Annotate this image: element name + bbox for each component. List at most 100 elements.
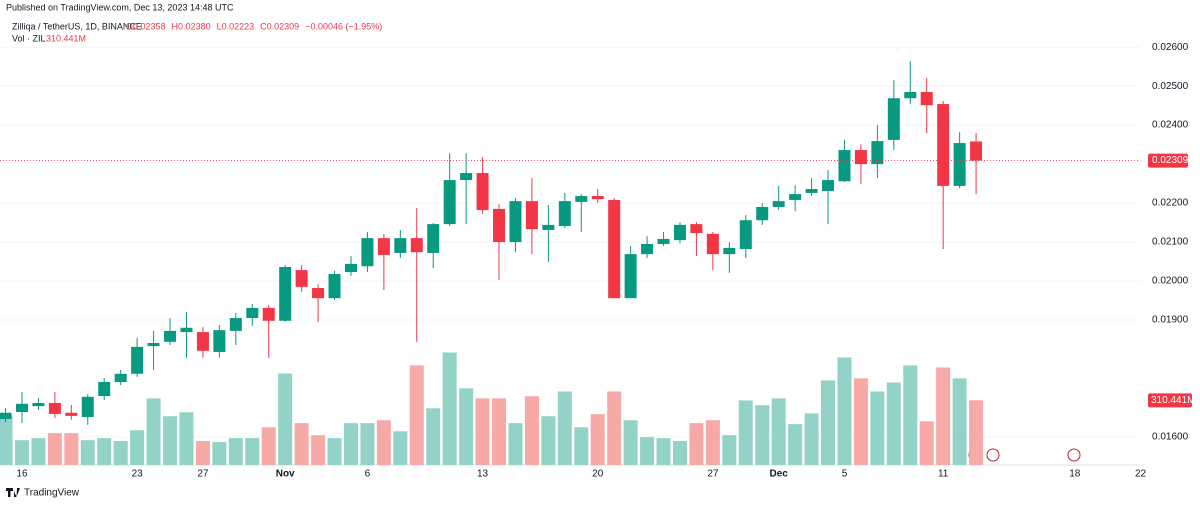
event-flags — [968, 448, 1081, 462]
candle-body — [312, 288, 325, 299]
candle-body — [871, 141, 884, 165]
candle-body — [196, 332, 209, 351]
candle-body — [558, 201, 571, 227]
legend-value: O0.02358 — [126, 21, 166, 31]
candle-body — [48, 403, 61, 414]
volume-bar — [656, 438, 671, 465]
candle-body — [690, 224, 703, 234]
candle-body — [953, 143, 966, 186]
candle-body — [887, 98, 900, 140]
legend-value: −0.00046 (−1.95%) — [305, 21, 382, 31]
volume-bar — [492, 398, 507, 465]
y-tick-label: 0.02000 — [1152, 276, 1189, 287]
candle-body — [410, 238, 423, 253]
volume-bar — [804, 413, 819, 465]
y-tick-label: 0.02600 — [1152, 42, 1189, 53]
candle-body — [114, 373, 127, 382]
volume-bar — [672, 441, 687, 465]
x-tick-label: 20 — [592, 469, 604, 480]
candle-body — [575, 196, 588, 202]
volume-bar — [376, 420, 391, 465]
ohlc-legend: O0.02358 H0.02380 L0.02223 C0.02309 −0.00046… — [126, 21, 382, 31]
x-tick-label: 27 — [707, 469, 719, 480]
candle-body — [229, 318, 242, 331]
candle-body — [361, 238, 374, 267]
candle-body — [262, 307, 275, 321]
candle-body — [805, 189, 818, 193]
candle-body — [164, 330, 177, 342]
candle-body — [460, 173, 473, 181]
candle-body — [723, 247, 736, 255]
candle-body — [394, 238, 407, 253]
y-tick-label: 0.01600 — [1152, 432, 1189, 443]
candle-body — [542, 224, 555, 230]
candle-body — [591, 196, 604, 200]
volume-bar — [969, 400, 984, 465]
volume-bar — [327, 438, 342, 465]
volume-bar — [689, 423, 704, 465]
candle-body — [131, 346, 144, 374]
volume-bar — [475, 398, 490, 465]
candle-body — [15, 403, 28, 412]
candle-body — [525, 201, 538, 230]
volume-bar — [360, 423, 375, 465]
candle-body — [739, 220, 752, 250]
volume-bar — [821, 380, 836, 465]
candle-body — [98, 381, 111, 397]
volume-bar — [952, 378, 967, 465]
x-tick-label: 18 — [1069, 469, 1081, 480]
candle-body — [65, 412, 78, 416]
volume-bar — [311, 435, 326, 465]
candle-body — [279, 266, 292, 321]
volume-bar — [607, 391, 622, 465]
last-price-tag — [1148, 153, 1188, 168]
volume-bar — [31, 438, 46, 465]
volume-bar — [113, 441, 128, 465]
x-tick-label: 22 — [1135, 469, 1147, 480]
candle-body — [673, 224, 686, 241]
volume-legend: Vol · ZIL — [12, 33, 46, 43]
x-tick-label: Nov — [276, 469, 295, 480]
volume-bar — [771, 398, 786, 465]
volume-bar — [936, 367, 951, 465]
candle-body — [493, 208, 506, 243]
candle-body — [854, 150, 867, 165]
volume-bar — [64, 433, 79, 465]
volume-bar — [722, 435, 737, 465]
candle-body — [937, 104, 950, 186]
volume-bar — [541, 416, 556, 465]
volume-bar — [228, 438, 243, 465]
x-tick-label: 16 — [16, 469, 28, 480]
legend-value: H0.02380 — [172, 21, 211, 31]
brand: TradingView — [24, 488, 80, 499]
candle-body — [756, 206, 769, 221]
volume-tag — [1148, 393, 1192, 408]
volume-bar — [426, 408, 441, 465]
candle-body — [657, 238, 670, 244]
volume-bar — [903, 365, 918, 465]
x-tick-label: 23 — [132, 469, 144, 480]
x-tick-label: 6 — [365, 469, 371, 480]
candle-body — [246, 307, 259, 319]
volume-bar — [212, 442, 227, 465]
x-tick-label: 27 — [197, 469, 209, 480]
volume-bar — [590, 414, 605, 465]
volume-bar — [508, 423, 523, 465]
volume-bar — [557, 391, 572, 465]
candle-body — [838, 150, 851, 182]
candle-body — [706, 233, 719, 255]
volume-bar — [130, 430, 145, 465]
volume-bar — [788, 424, 803, 465]
candle-body — [920, 91, 933, 106]
y-tick-label: 0.01900 — [1152, 315, 1189, 326]
y-tick-label: 0.02400 — [1152, 120, 1189, 131]
volume-bar — [294, 423, 309, 465]
candle-body — [81, 396, 94, 418]
volume-bar — [886, 382, 901, 465]
volume-bar — [640, 437, 655, 465]
candle-body — [180, 327, 193, 333]
volume-bar — [623, 420, 638, 465]
volume-bar — [47, 433, 62, 465]
